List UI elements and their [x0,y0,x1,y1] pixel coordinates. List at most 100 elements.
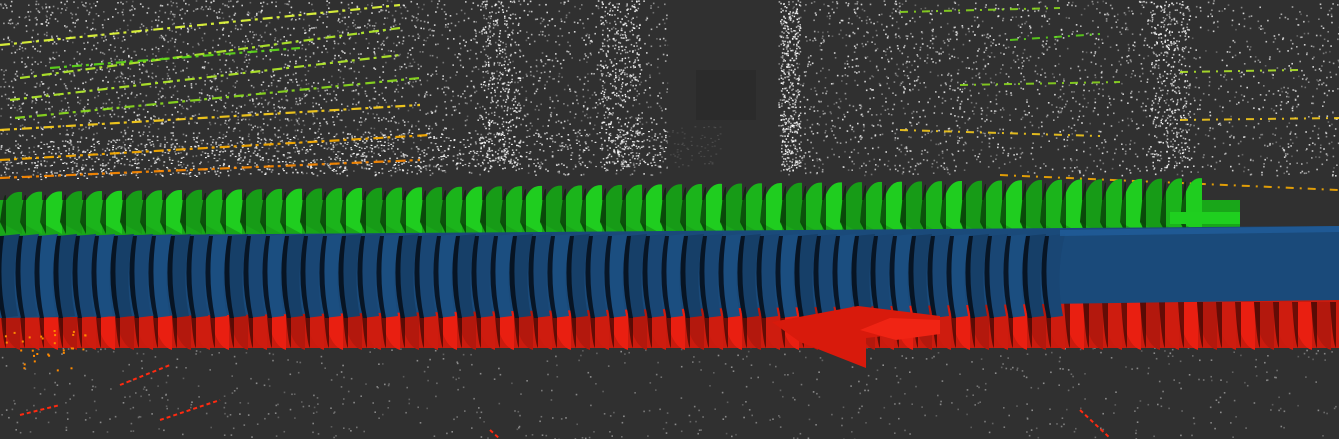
arrow-shadow [813,236,823,318]
arrow-shadow [960,184,966,234]
arrow-shadow [1330,302,1336,348]
arrow-shadow [320,191,326,234]
lidar-return [20,349,23,352]
arrow-shadow [870,236,880,318]
arrow-shadow [357,236,367,318]
arrow-shadow [1102,302,1108,348]
lidar-return [5,341,8,344]
arrow-shadow [620,187,626,234]
arrow-shadow [1140,302,1146,348]
lidar-return [119,364,171,386]
arrow-shadow [1160,181,1166,234]
arrow-shadow [1178,302,1184,348]
lidar-return [48,354,51,357]
arrow-shadow [220,192,226,234]
arrow-shadow [718,236,728,318]
arrow-shadow [15,236,25,318]
arrow-shadow [756,236,766,318]
lidar-ring [19,26,401,80]
arrow-shadow [376,236,386,318]
arrow-shadow [740,186,746,234]
arrow-shadow [129,236,139,318]
arrow-shadow [460,189,466,234]
lidar-return [489,429,501,439]
lidar-return [13,331,16,334]
arrow-shadow [1083,302,1089,348]
arrow-shadow [547,236,557,318]
arrow-shadow [908,236,918,318]
lidar-return [41,337,44,340]
arrow-shadow [319,236,329,318]
arrow-shadow [1040,183,1046,234]
arrow-shadow [800,185,806,234]
lidar-return [23,363,26,366]
lidar-return [62,351,65,354]
lidar-ring [0,103,421,132]
arrow-shadow [200,192,206,234]
arrow-shadow [660,187,666,234]
lidar-return [72,330,75,333]
arrow-shadow [120,193,126,234]
arrow-shadow [340,191,346,234]
arrow-shadow [1273,302,1279,348]
arrow-shadow [832,236,842,318]
arrow-shadow [60,194,66,234]
arrow-shadow [80,194,86,234]
lidar-return [159,399,221,421]
arrow-shadow [566,236,576,318]
arrow-shadow [480,189,486,234]
arrow-shadow [148,236,158,318]
arrow-shadow [900,184,906,234]
arrow-shadow [946,236,956,318]
lidar-ring [959,81,1121,86]
arrow-shadow [490,236,500,318]
arrow-shadow [889,236,899,318]
arrow-shadow [160,193,166,234]
lidar-return [53,342,56,345]
lidar-return [70,367,73,370]
arrow-shadow [775,236,785,318]
lidar-ring [0,3,401,47]
arrow-shadow [281,236,291,318]
arrow-shadow [851,236,861,318]
arrow-shadow [520,189,526,234]
arrow-shadow [700,187,706,234]
arrow-shaft [1170,212,1240,224]
arrow-shadow [167,236,177,318]
lidar-return [70,347,73,350]
arrow-shadow [360,190,366,234]
arrow-shadow [927,236,937,318]
arrow-shadow [623,236,633,318]
arrow-shadow [1121,302,1127,348]
arrow-shadow [580,188,586,234]
arrow-shadow [661,236,671,318]
arrow-shadow [420,190,426,234]
lidar-return [4,335,7,338]
arrow-shadow [243,236,253,318]
arrow-shadow [1064,302,1070,348]
lidar-ring [899,7,1061,13]
arrow-shadow [760,186,766,234]
arrow-shadow [560,188,566,234]
arrow-shadow [100,193,106,234]
arrow-shadow [1060,182,1066,234]
arrow-shadow [604,236,614,318]
arrow-shadow [72,236,82,318]
current-pose-arrows [772,306,940,368]
arrow-shadow [820,185,826,234]
arrow-shadow [262,236,272,318]
arrow-shadow [91,236,101,318]
arrow-shadow [1197,302,1203,348]
lidar-return [40,335,43,338]
arrow-shadow [642,236,652,318]
arrow-shadow [452,236,462,318]
arrow-shadow [395,236,405,318]
arrow-shadow [600,188,606,234]
arrow-shadow [680,236,690,318]
lidar-ring [1009,33,1101,41]
arrow-shadow [680,187,686,234]
arrow-shadow [1100,182,1106,234]
near-lidar-returns [4,330,1111,439]
